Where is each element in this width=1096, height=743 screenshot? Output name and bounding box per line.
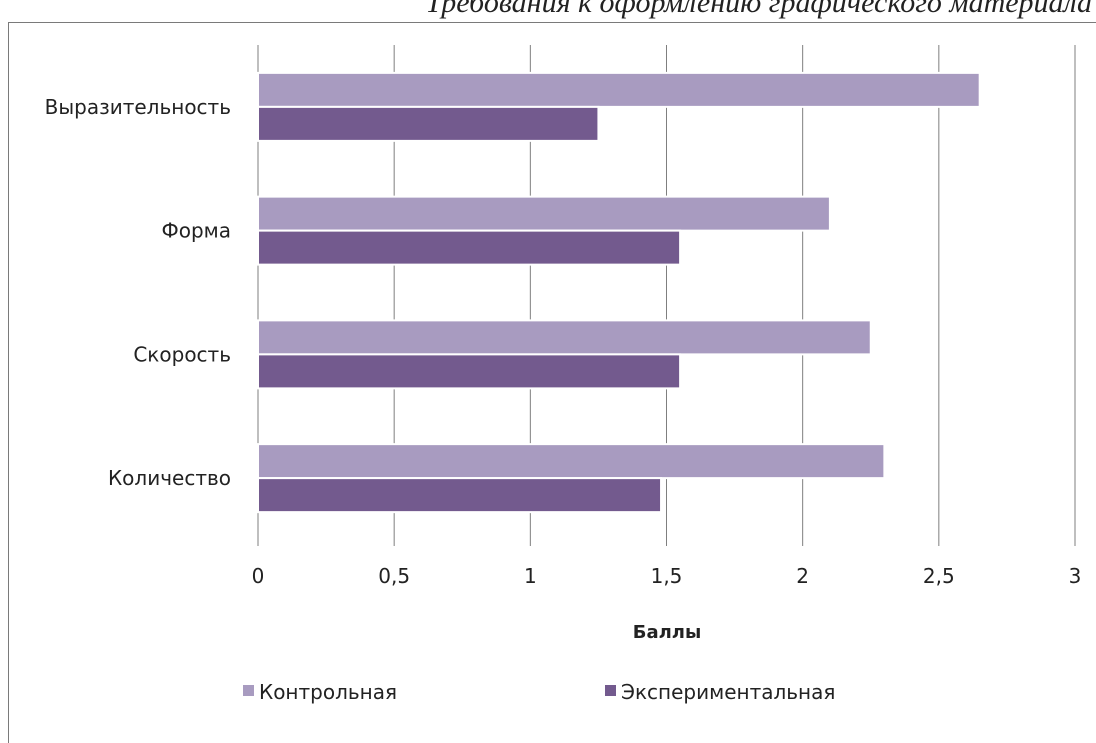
bar [257,319,872,356]
category-label: Скорость [133,342,231,366]
category-label: Количество [108,466,231,490]
x-tick-label: 2,5 [923,564,955,588]
x-tick-label: 1 [524,564,537,588]
legend-swatch [243,685,254,696]
bar [257,229,682,266]
bar [257,105,600,142]
category-label: Выразительность [45,95,231,119]
bar-chart: Выразительность Форма Скорость Количество 0… [45,45,1082,704]
x-axis-title: Баллы [633,622,702,643]
bar [257,443,886,480]
x-tick-label: 0 [252,564,265,588]
category-label: Форма [162,219,232,243]
bar [257,477,663,514]
bar [257,353,682,390]
x-tick-label: 0,5 [378,564,410,588]
legend-swatch [605,685,616,696]
legend-label: Экспериментальная [621,680,835,704]
legend-label: Контрольная [259,680,397,704]
bars [257,71,981,514]
x-tick-label: 2 [796,564,809,588]
category-labels: Выразительность Форма Скорость Количество [45,95,231,490]
x-tick-labels: 0 0,5 1 1,5 2 2,5 3 [252,564,1082,588]
legend: Контрольная Экспериментальная [243,680,835,704]
bar [257,195,831,232]
x-tick-label: 1,5 [651,564,683,588]
bar [257,71,981,108]
page-header: Требования к оформлению графического мат… [425,0,1092,19]
x-tick-label: 3 [1069,564,1082,588]
